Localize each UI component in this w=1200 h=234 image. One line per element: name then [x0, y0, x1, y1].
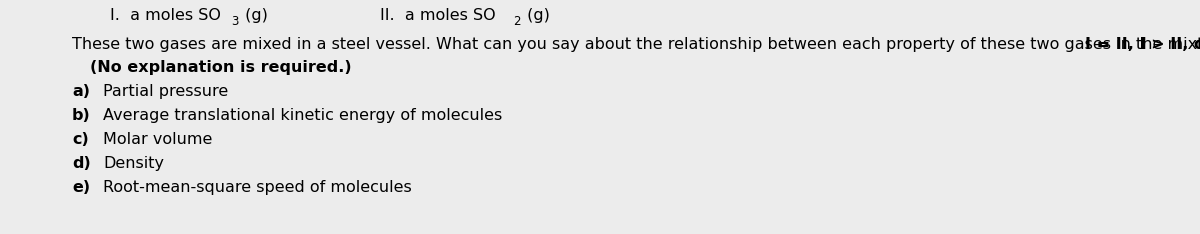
Text: e): e) — [72, 180, 90, 195]
Text: Partial pressure: Partial pressure — [103, 84, 228, 99]
Text: Root-mean-square speed of molecules: Root-mean-square speed of molecules — [103, 180, 412, 195]
Text: II.  a moles SO: II. a moles SO — [380, 8, 496, 23]
Text: d): d) — [72, 156, 91, 171]
Text: These two gases are mixed in a steel vessel. What can you say about the relation: These two gases are mixed in a steel ves… — [72, 37, 1200, 52]
Text: 3: 3 — [230, 15, 239, 28]
Text: (g): (g) — [240, 8, 268, 23]
Text: b): b) — [72, 108, 91, 123]
Text: a): a) — [72, 84, 90, 99]
Text: I.  a moles SO: I. a moles SO — [110, 8, 221, 23]
Text: (No explanation is required.): (No explanation is required.) — [90, 60, 352, 75]
Text: I = II, I > II, or I < II?: I = II, I > II, or I < II? — [1085, 37, 1200, 52]
Text: Density: Density — [103, 156, 164, 171]
Text: Average translational kinetic energy of molecules: Average translational kinetic energy of … — [103, 108, 503, 123]
Text: Molar volume: Molar volume — [103, 132, 212, 147]
Text: (g): (g) — [522, 8, 550, 23]
Text: c): c) — [72, 132, 89, 147]
Text: 2: 2 — [514, 15, 521, 28]
